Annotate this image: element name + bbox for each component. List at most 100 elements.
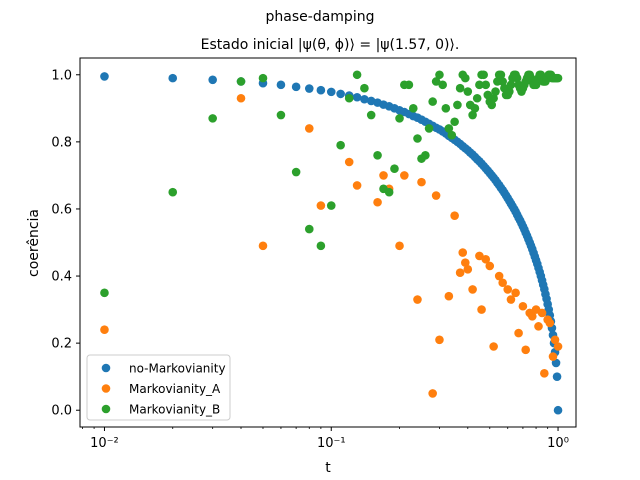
data-point: [352, 181, 362, 190]
data-point: [481, 254, 491, 264]
data-point: [428, 389, 437, 398]
y-tick-label: 0.2: [51, 337, 72, 352]
data-point: [395, 114, 404, 123]
data-point: [390, 164, 399, 173]
data-point: [404, 80, 414, 90]
data-point: [326, 201, 336, 210]
data-point: [395, 241, 404, 251]
data-points: [100, 70, 563, 415]
data-point: [553, 342, 563, 351]
data-point: [208, 75, 217, 85]
data-point: [514, 328, 523, 338]
data-point: [441, 104, 451, 113]
data-point: [475, 80, 484, 90]
x-tick-label: 10⁻¹: [317, 436, 346, 451]
data-point: [435, 335, 444, 345]
data-point: [552, 372, 562, 381]
data-point: [431, 191, 441, 200]
y-tick-label: 0.0: [51, 404, 72, 419]
data-point: [304, 84, 314, 93]
data-point: [537, 308, 547, 318]
data-point: [463, 265, 473, 274]
data-point: [236, 93, 246, 103]
data-point: [496, 70, 506, 80]
data-point: [550, 335, 560, 345]
data-point: [276, 110, 286, 120]
data-point: [485, 261, 495, 271]
legend-label: Markovianity_B: [129, 403, 220, 417]
data-point: [521, 345, 530, 355]
y-axis-ticks: 0.0 0.2 0.4 0.6 0.8 1.0: [51, 68, 80, 419]
data-point: [360, 83, 369, 93]
data-point: [431, 77, 441, 86]
data-point: [447, 130, 457, 140]
data-point: [481, 80, 491, 90]
data-point: [553, 73, 563, 83]
data-point: [461, 73, 470, 83]
data-point: [373, 197, 382, 207]
data-point: [468, 285, 477, 294]
legend-label: no-Markovianity: [129, 362, 226, 376]
plot-area: 10⁻² 10⁻¹ 10⁰ 0.0 0.2 0.4 0.6 0.8 1.0: [51, 57, 577, 451]
data-point: [444, 291, 454, 301]
data-point: [291, 167, 301, 177]
legend-label: Markovianity_A: [129, 382, 221, 396]
data-point: [435, 70, 444, 80]
data-point: [291, 82, 301, 92]
data-point: [450, 117, 459, 127]
data-point: [528, 312, 537, 321]
y-tick-label: 0.8: [51, 135, 72, 150]
data-point: [408, 104, 418, 113]
data-point: [316, 85, 326, 95]
data-point: [506, 295, 516, 304]
legend: no-Markovianity Markovianity_A Markovianit…: [86, 354, 231, 421]
data-point: [413, 295, 422, 304]
data-point: [316, 201, 326, 210]
data-point: [304, 224, 314, 234]
data-point: [512, 73, 522, 83]
data-point: [400, 171, 409, 180]
data-point: [344, 93, 354, 103]
data-point: [360, 94, 369, 104]
data-point: [421, 150, 430, 160]
data-point: [326, 87, 336, 97]
axes-frame: [79, 57, 577, 428]
series-3: [100, 70, 563, 298]
data-point: [100, 288, 109, 298]
y-tick-label: 1.0: [51, 68, 72, 83]
data-point: [336, 89, 345, 99]
figure-suptitle: phase-damping: [266, 9, 375, 25]
data-point: [100, 325, 109, 335]
data-point: [417, 177, 426, 187]
data-point: [450, 211, 459, 220]
legend-marker: [101, 384, 111, 393]
data-point: [455, 268, 465, 277]
data-point: [424, 124, 434, 133]
data-point: [458, 248, 468, 257]
series-2: [100, 93, 563, 398]
data-point: [511, 288, 520, 298]
data-point: [551, 358, 561, 368]
data-point: [479, 70, 488, 80]
data-point: [316, 241, 326, 251]
x-tick-label: 10⁰: [547, 436, 569, 451]
x-axis-label: t: [325, 460, 331, 476]
data-point: [366, 110, 376, 120]
data-point: [491, 87, 500, 96]
data-point: [461, 258, 470, 267]
x-tick-label: 10⁻²: [90, 436, 119, 451]
data-point: [453, 100, 462, 110]
data-point: [444, 124, 454, 133]
data-point: [545, 318, 555, 328]
data-point: [208, 114, 217, 123]
data-point: [384, 187, 394, 197]
data-point: [344, 157, 354, 167]
data-point: [304, 124, 314, 133]
data-point: [489, 342, 498, 351]
data-point: [548, 352, 558, 361]
data-point: [468, 110, 477, 120]
data-point: [373, 150, 382, 160]
data-point: [505, 87, 514, 96]
data-point: [100, 72, 109, 81]
